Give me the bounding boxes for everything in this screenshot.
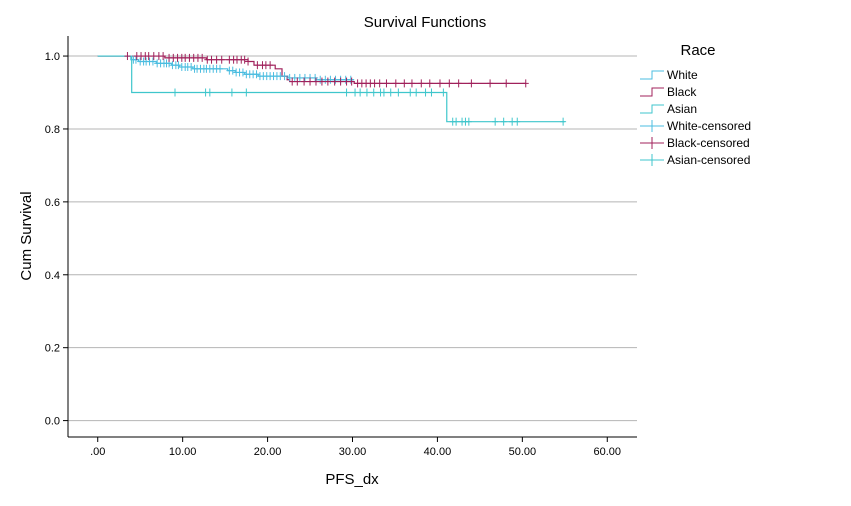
x-tick-label: .00	[90, 446, 105, 458]
legend-label-asian-censored: Asian-censored	[667, 153, 750, 167]
legend-title: Race	[680, 42, 715, 59]
legend-label-black-censored: Black-censored	[667, 136, 750, 150]
legend-label-asian: Asian	[667, 102, 697, 116]
legend: White Black Asian White-censored Black-censo…	[640, 68, 751, 167]
x-tick-label: 60.00	[594, 446, 622, 458]
axes: 0.0 0.2 0.4 0.6 0.8 1.0 .00 10.00 20.00 30.00 40.0…	[45, 36, 637, 458]
censored-markers	[124, 52, 567, 126]
x-axis-label: PFS_dx	[325, 471, 379, 488]
y-tick-label: 1.0	[45, 51, 60, 63]
legend-swatch-white	[640, 70, 664, 80]
x-tick-label: 10.00	[169, 446, 197, 458]
chart-title: Survival Functions	[364, 14, 487, 31]
y-tick-label: 0.8	[45, 124, 60, 136]
x-tick-label: 20.00	[254, 446, 282, 458]
legend-label-white-censored: White-censored	[667, 119, 751, 133]
y-tick-label: 0.0	[45, 416, 60, 428]
x-tick-label: 50.00	[509, 446, 537, 458]
legend-label-white: White	[667, 68, 698, 82]
y-tick-label: 0.2	[45, 343, 60, 355]
legend-swatch-black	[640, 87, 664, 97]
y-tick-label: 0.6	[45, 197, 60, 209]
x-tick-label: 40.00	[424, 446, 452, 458]
legend-swatch-asian	[640, 104, 664, 114]
y-axis-label: Cum Survival	[18, 191, 35, 280]
x-tick-label: 30.00	[339, 446, 367, 458]
legend-label-black: Black	[667, 85, 697, 99]
y-tick-label: 0.4	[45, 270, 60, 282]
